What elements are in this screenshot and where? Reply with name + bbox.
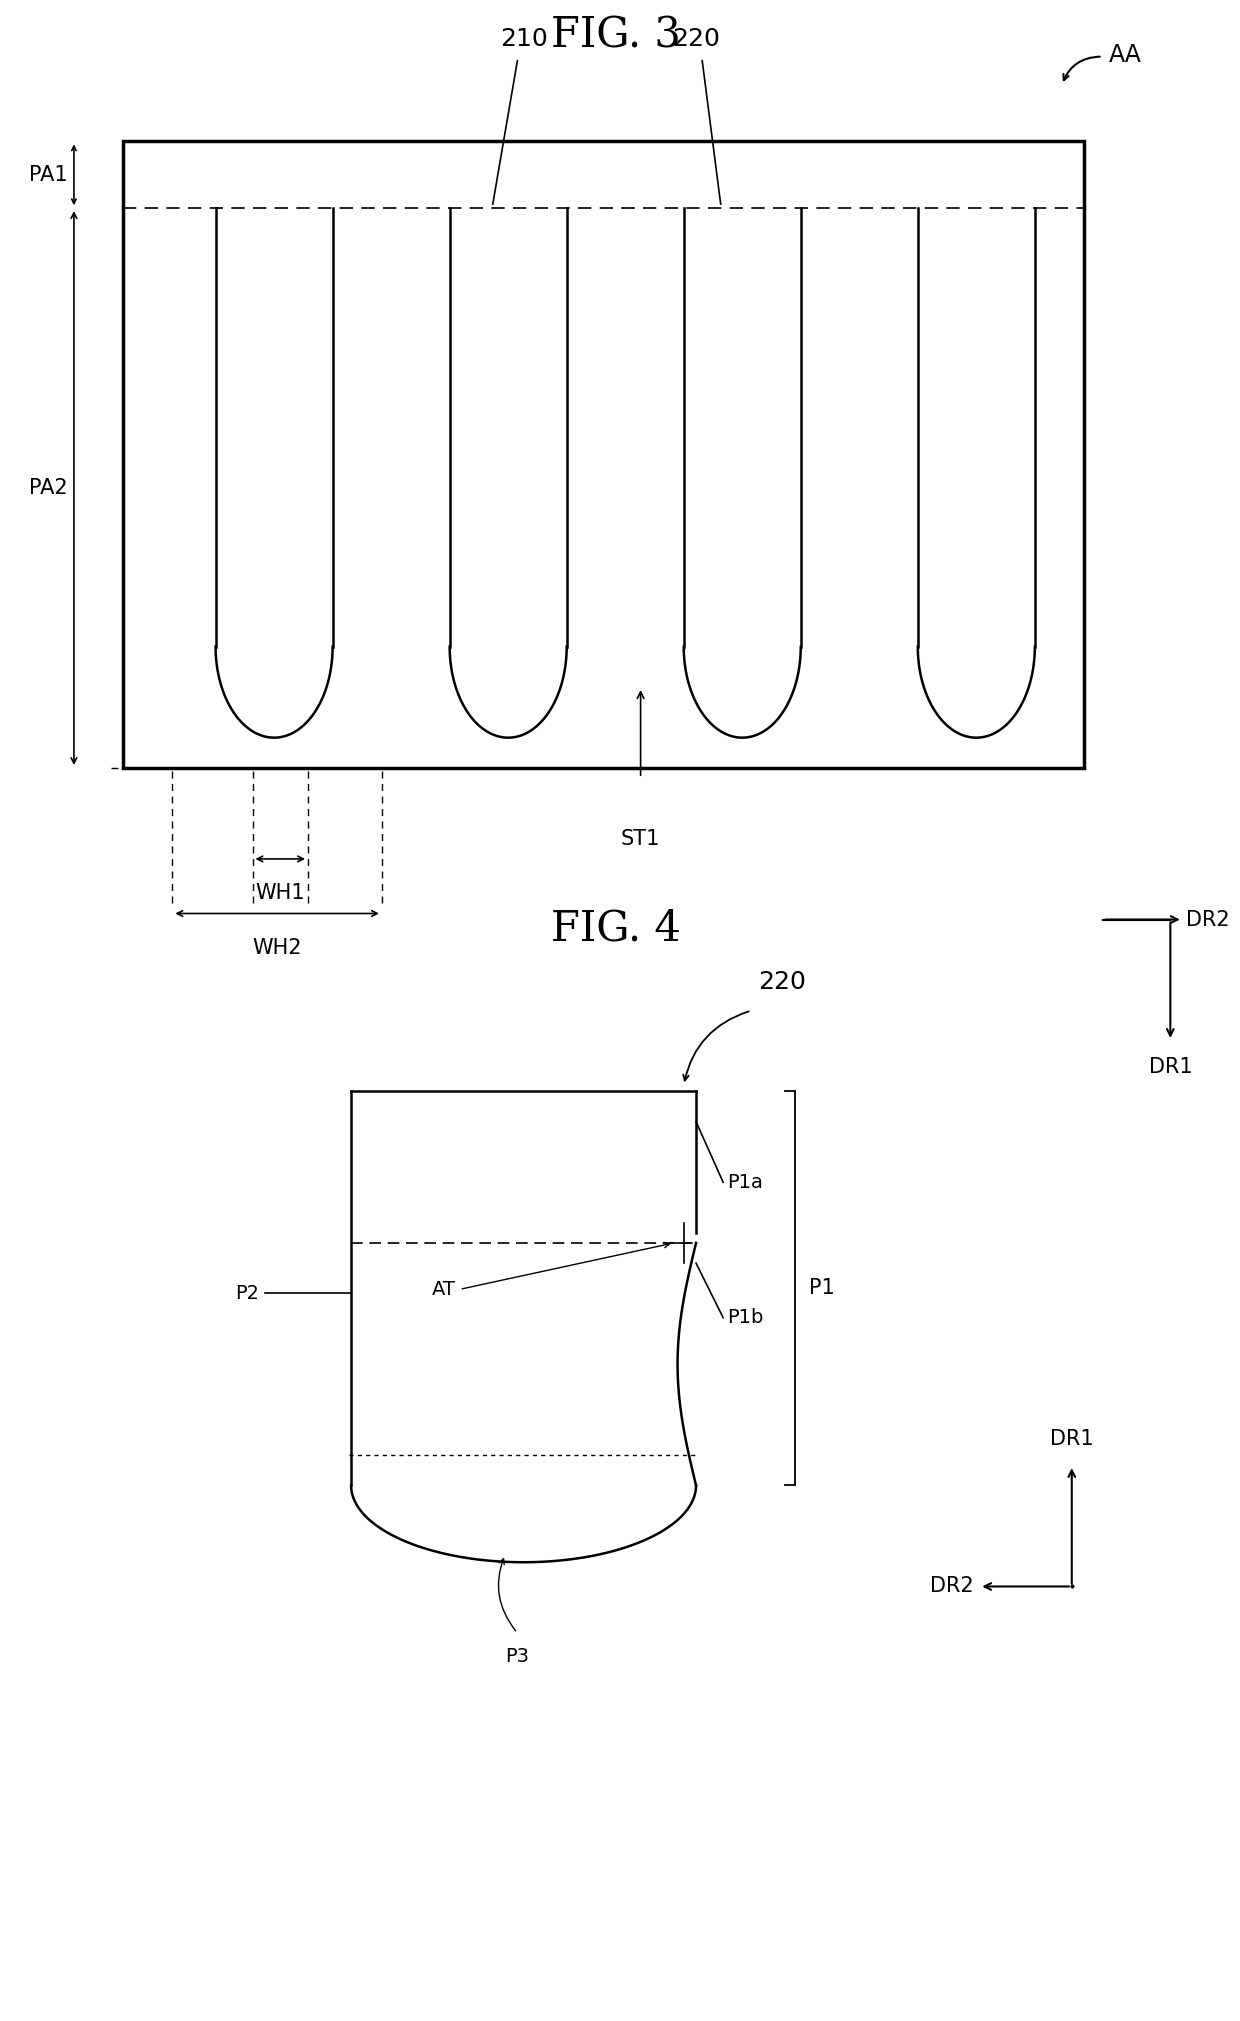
Text: P3: P3 — [506, 1647, 529, 1665]
Text: AA: AA — [1109, 42, 1142, 67]
Text: PA2: PA2 — [29, 479, 68, 497]
Text: WH2: WH2 — [253, 938, 301, 958]
Text: FIG. 4: FIG. 4 — [551, 907, 681, 950]
Text: P1a: P1a — [727, 1172, 763, 1192]
Text: DR2: DR2 — [1187, 909, 1230, 930]
Text: 210: 210 — [500, 26, 547, 51]
Text: PA1: PA1 — [29, 166, 68, 184]
Text: 220: 220 — [672, 26, 720, 51]
Text: AT: AT — [432, 1279, 456, 1300]
Text: DR1: DR1 — [1148, 1057, 1192, 1077]
Text: P2: P2 — [234, 1283, 259, 1304]
Text: P1: P1 — [810, 1279, 835, 1297]
Text: P1b: P1b — [727, 1308, 763, 1328]
Text: ST1: ST1 — [621, 829, 660, 849]
Text: WH1: WH1 — [255, 883, 305, 903]
Text: FIG. 3: FIG. 3 — [551, 14, 681, 57]
Text: DR1: DR1 — [1050, 1429, 1094, 1449]
Bar — [123, 141, 1084, 768]
Text: 220: 220 — [758, 970, 806, 994]
Text: DR2: DR2 — [930, 1576, 973, 1597]
